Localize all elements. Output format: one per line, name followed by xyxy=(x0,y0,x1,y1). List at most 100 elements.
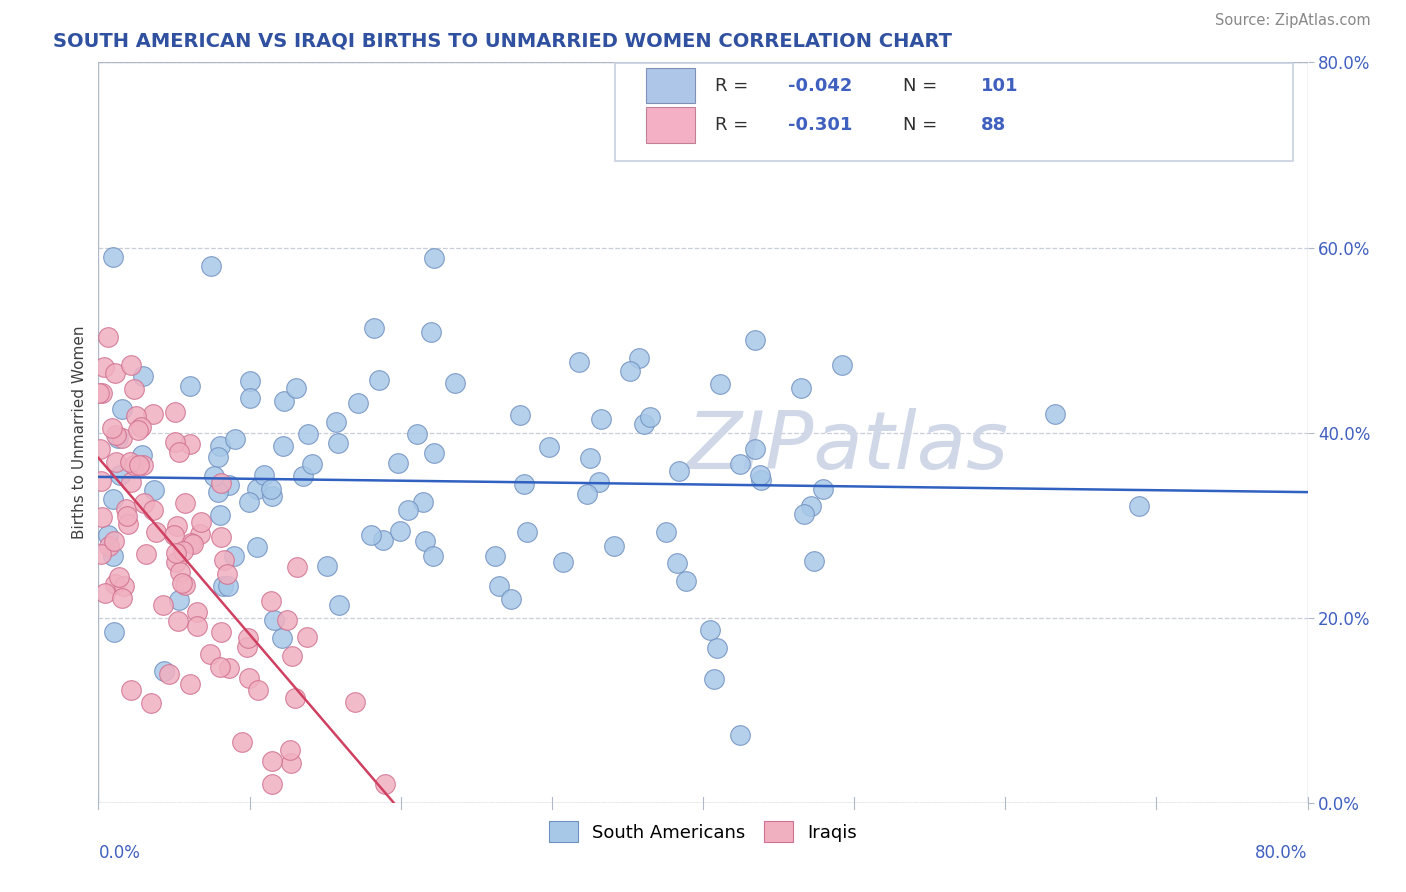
Point xyxy=(163,435,186,450)
Point xyxy=(260,482,283,496)
Point xyxy=(132,369,155,384)
Point xyxy=(211,579,233,593)
Point xyxy=(374,777,396,791)
Point xyxy=(179,378,201,392)
Text: R =: R = xyxy=(716,77,754,95)
Point xyxy=(803,554,825,568)
Point xyxy=(749,473,772,487)
Text: N =: N = xyxy=(903,116,942,134)
Point xyxy=(301,457,323,471)
Point xyxy=(103,491,125,506)
Point xyxy=(173,578,195,592)
Text: 80.0%: 80.0% xyxy=(1256,844,1308,862)
Point xyxy=(104,427,127,442)
Text: Source: ZipAtlas.com: Source: ZipAtlas.com xyxy=(1215,13,1371,29)
Point xyxy=(419,325,441,339)
Point xyxy=(90,547,112,561)
Point xyxy=(271,439,294,453)
Point xyxy=(152,664,174,678)
Point xyxy=(224,432,246,446)
Point xyxy=(665,556,688,570)
Point xyxy=(172,544,194,558)
Point xyxy=(280,756,302,770)
Point xyxy=(128,458,150,473)
Point xyxy=(295,630,318,644)
Point xyxy=(98,539,121,553)
Point xyxy=(103,625,125,640)
Point xyxy=(145,525,167,540)
Point xyxy=(515,524,537,539)
Point xyxy=(588,475,610,489)
Point xyxy=(638,410,661,425)
Point xyxy=(222,549,245,563)
Point xyxy=(297,427,319,442)
Point xyxy=(212,553,235,567)
Point xyxy=(509,408,531,422)
Point xyxy=(744,333,766,347)
Point xyxy=(744,442,766,456)
Text: SOUTH AMERICAN VS IRAQI BIRTHS TO UNMARRIED WOMEN CORRELATION CHART: SOUTH AMERICAN VS IRAQI BIRTHS TO UNMARR… xyxy=(53,31,952,50)
Point xyxy=(89,442,111,457)
Point xyxy=(132,458,155,473)
Point xyxy=(396,503,419,517)
Point xyxy=(501,592,523,607)
Point xyxy=(413,534,436,549)
Point xyxy=(101,549,124,563)
Point xyxy=(260,594,283,608)
Point xyxy=(281,649,304,664)
Point xyxy=(488,578,510,592)
Point xyxy=(675,574,697,588)
Point xyxy=(120,455,142,469)
Point xyxy=(127,424,149,438)
Point xyxy=(167,614,190,628)
Point xyxy=(273,394,295,409)
Point xyxy=(668,464,690,478)
Point xyxy=(142,503,165,517)
Point xyxy=(406,427,429,442)
Point xyxy=(157,666,180,681)
Legend: South Americans, Iraqis: South Americans, Iraqis xyxy=(541,814,865,849)
Point xyxy=(235,640,257,655)
Point xyxy=(276,613,298,627)
Point xyxy=(179,677,201,691)
Point xyxy=(129,420,152,434)
Point xyxy=(551,556,574,570)
FancyBboxPatch shape xyxy=(614,63,1294,161)
Point xyxy=(90,474,112,488)
Text: ZIPatlas: ZIPatlas xyxy=(688,409,1010,486)
Point xyxy=(134,496,156,510)
Point xyxy=(207,450,229,465)
Point xyxy=(800,499,823,513)
Point xyxy=(412,495,434,509)
Point xyxy=(325,415,347,429)
Point xyxy=(655,524,678,539)
Point xyxy=(100,421,122,435)
Point xyxy=(91,510,114,524)
Point xyxy=(633,417,655,432)
Point xyxy=(122,382,145,396)
Point xyxy=(578,450,600,465)
Point xyxy=(217,579,239,593)
Point xyxy=(209,530,232,544)
Text: R =: R = xyxy=(716,116,754,134)
Point xyxy=(186,605,208,619)
Point xyxy=(278,743,301,757)
Point xyxy=(115,508,138,523)
Point xyxy=(285,559,308,574)
Point xyxy=(107,432,129,446)
Point xyxy=(97,528,120,542)
Point xyxy=(538,440,561,454)
Point xyxy=(709,377,731,392)
Point xyxy=(315,558,337,573)
Point xyxy=(200,260,222,274)
Point xyxy=(246,683,269,698)
Point xyxy=(284,691,307,706)
Point xyxy=(238,494,260,508)
FancyBboxPatch shape xyxy=(647,68,695,103)
Point xyxy=(238,671,260,685)
Point xyxy=(790,381,813,395)
Point xyxy=(120,358,142,372)
Point xyxy=(209,476,232,491)
Point xyxy=(169,593,191,607)
Point xyxy=(166,518,188,533)
